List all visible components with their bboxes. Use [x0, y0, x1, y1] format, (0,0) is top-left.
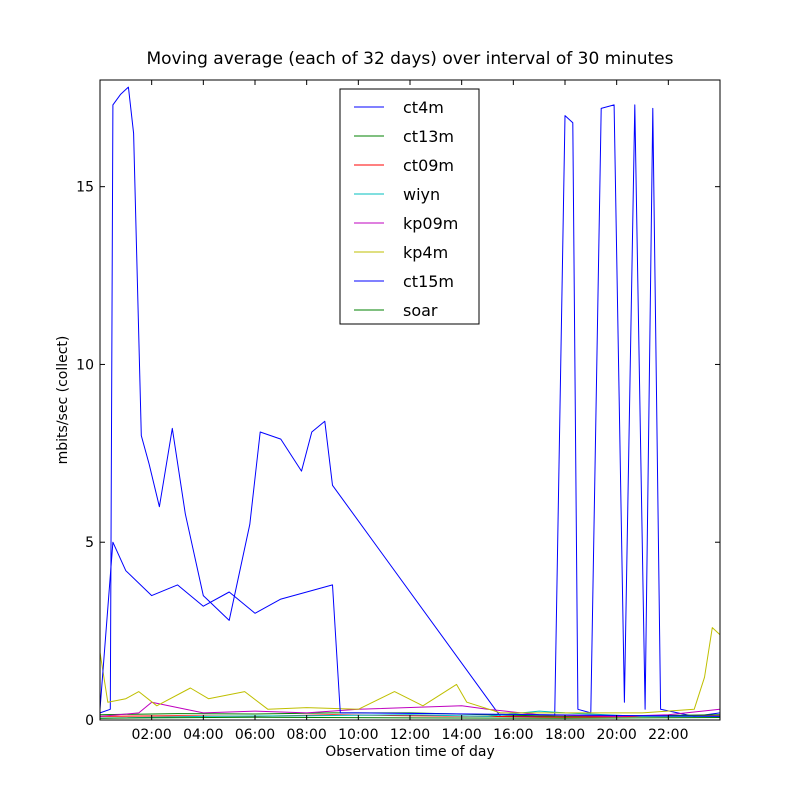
y-tick-label: 10 — [76, 357, 94, 373]
series-line-ct15m — [99, 541, 721, 717]
chart-title: Moving average (each of 32 days) over in… — [146, 49, 673, 69]
x-tick-label: 10:00 — [338, 727, 378, 743]
x-tick-label: 12:00 — [390, 727, 430, 743]
legend-box — [339, 88, 480, 325]
legend-label-kp09m: kp09m — [403, 214, 458, 233]
x-tick-label: 16:00 — [493, 727, 533, 743]
y-tick-label: 5 — [85, 535, 94, 551]
y-tick-label: 0 — [85, 713, 94, 729]
legend-label-wiyn: wiyn — [403, 185, 440, 204]
x-tick-label: 06:00 — [235, 727, 275, 743]
y-tick-label: 15 — [76, 180, 94, 196]
x-tick-label: 20:00 — [596, 727, 636, 743]
plot-area: 02:00 04:00 06:00 08:00 10:00 12:00 14:00 16:00… — [76, 79, 721, 743]
legend-label-ct13m: ct13m — [403, 127, 454, 146]
x-tick-label: 18:00 — [545, 727, 585, 743]
legend-label-ct4m: ct4m — [403, 98, 444, 117]
x-axis-title: Observation time of day — [325, 744, 494, 760]
x-tick-label: 02:00 — [131, 727, 171, 743]
legend-label-soar: soar — [403, 301, 438, 320]
x-tick-label: 08:00 — [286, 727, 326, 743]
x-tick-label: 22:00 — [648, 727, 688, 743]
legend-label-ct09m: ct09m — [403, 156, 454, 175]
x-tick-label: 14:00 — [441, 727, 481, 743]
series-line-kp4m — [99, 627, 721, 714]
legend-label-kp4m: kp4m — [403, 243, 448, 262]
x-axis: 02:00 04:00 06:00 08:00 10:00 12:00 14:00 16:00… — [131, 80, 689, 743]
y-axis-title: mbits/sec (collect) — [55, 336, 71, 465]
y-axis: 0 5 10 15 — [76, 180, 720, 729]
series-line-ct4m — [99, 86, 721, 717]
legend-label-ct15m: ct15m — [403, 272, 454, 291]
x-tick-label: 04:00 — [183, 727, 223, 743]
legend: ct4m ct13m ct09m wiyn kp09m kp4m ct15m soar — [339, 88, 480, 325]
